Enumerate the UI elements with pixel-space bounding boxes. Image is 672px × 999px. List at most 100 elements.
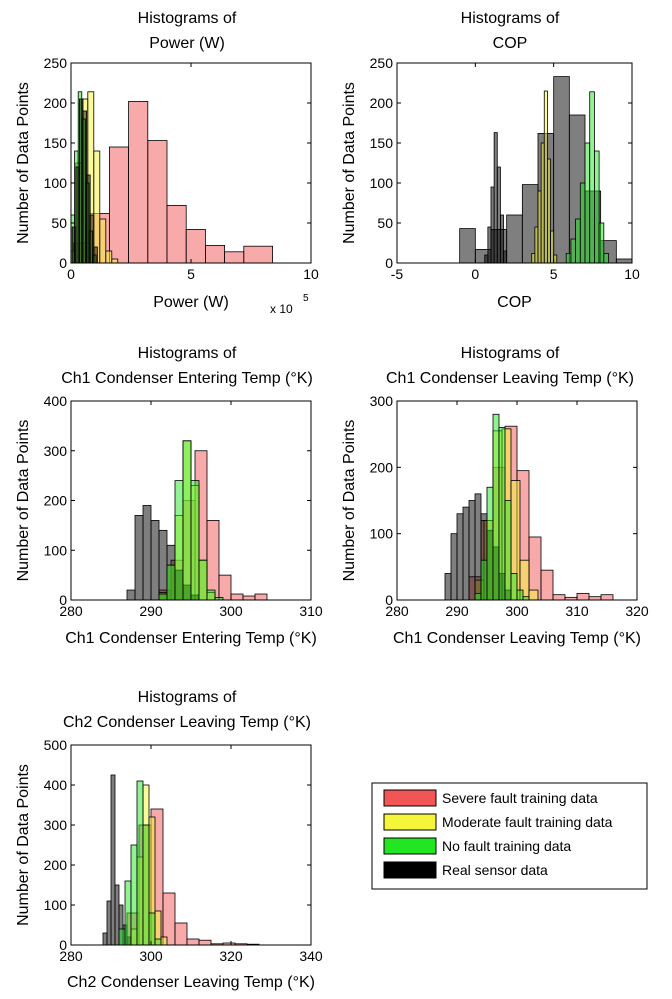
bars (71, 91, 274, 263)
histogram-bar (516, 589, 524, 600)
legend-entry-label: No fault training data (442, 838, 571, 854)
histogram-bar (106, 900, 112, 945)
histogram-bar (128, 101, 149, 263)
histogram-bar (82, 110, 87, 263)
y-tick-label: 250 (370, 55, 394, 71)
histogram-bar (79, 98, 84, 263)
panel-title-line-1: Histograms of (461, 10, 560, 27)
histogram-bar (496, 166, 501, 263)
histogram-bar (86, 174, 91, 263)
histogram-bar (537, 190, 542, 263)
x-tick-label: 280 (59, 948, 83, 964)
histogram-bar (93, 246, 98, 263)
histogram-bar (109, 146, 130, 263)
histogram-panel-4: 280 290 300 310 320 0 100 200 300 Histograms of Ch… (341, 345, 649, 647)
panel-title-line-2: Ch2 Condenser Leaving Temp (°K) (63, 714, 311, 731)
histogram-bar (459, 228, 476, 263)
x-tick-label: 320 (219, 948, 243, 964)
x-tick-label: 310 (565, 603, 589, 619)
y-tick-label: 0 (59, 592, 67, 608)
histogram-bar (110, 774, 116, 945)
y-tick-label: 0 (59, 255, 67, 271)
histogram-bar (206, 589, 216, 600)
histogram-bar (254, 593, 268, 600)
x-tick-label: 290 (445, 603, 469, 619)
histogram-bar (547, 158, 551, 263)
x-axis-label: Power (W) (153, 294, 229, 311)
histogram-bar (230, 593, 244, 600)
x-axis-label: Ch2 Condenser Leaving Temp (°K) (67, 974, 315, 991)
histogram-bar (450, 533, 458, 600)
histogram-bar (480, 559, 488, 600)
series-1 (73, 101, 274, 263)
series-4 (158, 440, 224, 600)
histogram-bar (575, 218, 581, 263)
histogram-bar (468, 500, 476, 600)
histogram-bar (142, 824, 150, 945)
x-tick-label: 300 (139, 948, 163, 964)
y-tick-label: 100 (44, 897, 68, 913)
y-tick-label: 500 (44, 737, 68, 753)
x-tick-label: 320 (625, 603, 649, 619)
y-tick-label: 50 (377, 215, 393, 231)
histogram-panel-3: 280 290 300 310 0 100 200 300 400 Histograms of Ch… (15, 345, 323, 647)
y-tick-label: 150 (370, 135, 394, 151)
histogram-panel-5: 280 300 320 340 0 100 200 300 400 500 Histograms o… (15, 689, 323, 991)
histogram-bar (552, 594, 566, 600)
histogram-bar (550, 230, 555, 263)
y-tick-label: 300 (44, 817, 68, 833)
y-tick-label: 0 (385, 255, 393, 271)
x-tick-label: -5 (391, 266, 404, 282)
x-axis-multiplier: x 10 (270, 302, 293, 316)
histogram-bar (204, 244, 225, 263)
x-tick-label: 290 (139, 603, 163, 619)
histogram-bar (487, 226, 492, 263)
histogram-bar (150, 520, 160, 600)
legend-swatch (383, 837, 437, 855)
y-axis-label: Number of Data Points (341, 420, 358, 582)
histogram-bar (118, 928, 126, 945)
panel-title-line-2: Ch1 Condenser Leaving Temp (°K) (386, 370, 634, 387)
histogram-bar (114, 884, 120, 945)
x-tick-label: 280 (59, 603, 83, 619)
legend-swatch (383, 861, 437, 879)
histogram-bar (565, 252, 572, 263)
y-axis-label: Number of Data Points (15, 764, 32, 926)
y-tick-label: 200 (370, 459, 394, 475)
bars (444, 413, 614, 600)
histogram-bar (474, 592, 482, 600)
histogram-bar (570, 238, 577, 263)
legend-entry-label: Real sensor data (442, 862, 548, 878)
y-tick-label: 250 (44, 55, 68, 71)
panel-title-line-2: Ch1 Condenser Entering Temp (°K) (61, 370, 313, 387)
y-tick-label: 200 (44, 857, 68, 873)
x-tick-label: 310 (299, 603, 323, 619)
x-tick-label: 5 (187, 266, 195, 282)
histogram-bar (543, 90, 548, 263)
bars (126, 440, 268, 600)
x-tick-label: 340 (299, 948, 323, 964)
x-tick-label: 0 (67, 266, 75, 282)
x-axis-label: COP (497, 294, 532, 311)
histogram-bar (130, 844, 138, 945)
histogram-bar (174, 480, 184, 600)
histogram-bar (148, 912, 156, 945)
x-axis-label: Ch1 Condenser Entering Temp (°K) (65, 630, 317, 647)
histogram-bar (540, 569, 554, 600)
histogram-bar (506, 214, 523, 263)
histogram-bar (89, 214, 95, 263)
histogram-bar (206, 520, 220, 600)
histogram-bar (174, 922, 188, 945)
legend-entry-label: Moderate fault training data (442, 814, 613, 830)
y-tick-label: 300 (44, 443, 68, 459)
y-tick-label: 50 (51, 215, 67, 231)
panel-title-line-1: Histograms of (138, 689, 237, 706)
panel-title-line-2: COP (493, 35, 528, 52)
histogram-bar (584, 142, 591, 263)
histogram-bar (534, 226, 539, 263)
y-axis-label: Number of Data Points (15, 420, 32, 582)
histogram-bar (492, 413, 500, 600)
series-4 (484, 132, 508, 263)
histogram-bar (598, 222, 605, 263)
